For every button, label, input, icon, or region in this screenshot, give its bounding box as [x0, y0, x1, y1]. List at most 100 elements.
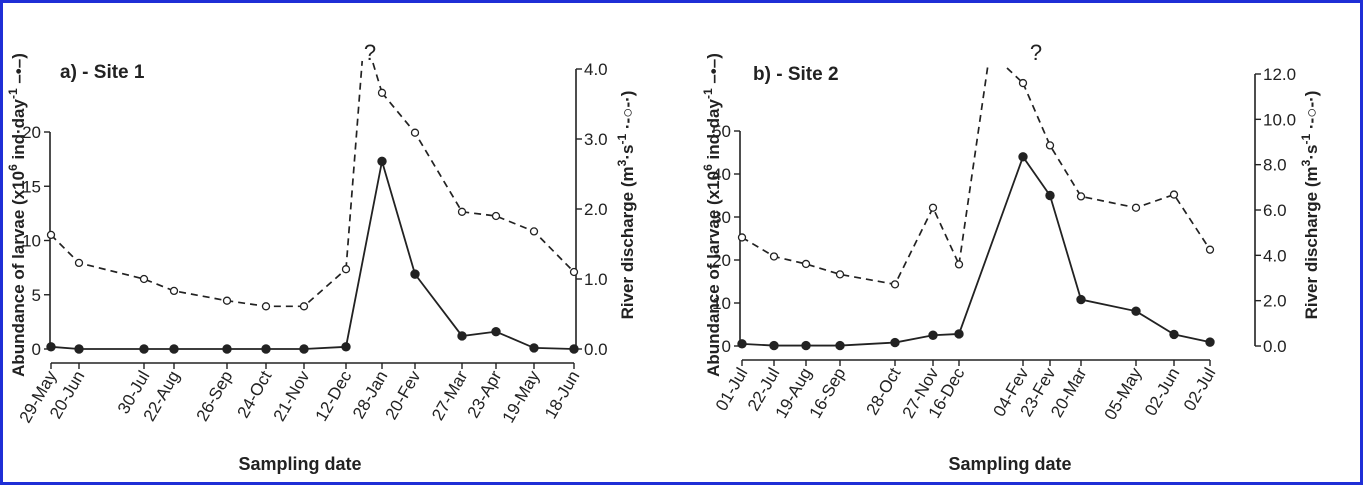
point-larvae [835, 340, 845, 351]
point-discharge [928, 203, 938, 212]
y-axis-label-right-part: 3 [1299, 159, 1313, 166]
series-line-discharge [958, 65, 989, 265]
y-axis-label-left-part: –•–) [704, 53, 723, 88]
point-larvae [1205, 337, 1215, 347]
point-larvae [569, 344, 579, 354]
series-line-discharge [50, 234, 347, 308]
point-discharge [169, 286, 179, 296]
point-discharge [1018, 78, 1028, 88]
point-larvae [261, 344, 271, 354]
point-larvae [1045, 190, 1055, 201]
point-larvae [737, 339, 747, 349]
point-larvae [890, 337, 900, 348]
point-larvae [222, 344, 232, 354]
point-discharge [529, 227, 539, 236]
y-tick-label-right: 8.0 [1263, 156, 1287, 175]
y-tick-label-right: 3.0 [584, 130, 608, 149]
x-tick-label: 27-Mar [428, 367, 472, 423]
y-tick-label-left: 0 [32, 340, 41, 359]
point-larvae [457, 331, 467, 341]
x-tick-label: 24-Oct [233, 367, 275, 421]
y-tick-label-left: 40 [712, 165, 731, 184]
y-axis-label-right: River discharge (m3·s-1 ·-○-·) [615, 91, 637, 320]
point-discharge [491, 211, 501, 221]
x-tick-label: 23-Apr [463, 367, 505, 421]
y-axis-label-left-part: ind·day [704, 99, 723, 165]
y-axis-label-right-part: -1 [1299, 134, 1313, 145]
point-discharge [801, 259, 811, 269]
y-tick-label-right: 10.0 [1263, 110, 1296, 129]
y-tick-label-left: 0 [722, 337, 731, 356]
point-larvae [139, 344, 149, 354]
y-axis-label-left-part: 6 [701, 164, 715, 171]
y-axis-label-left-part: -1 [701, 88, 715, 99]
y-axis-label-right-part: ·-○-·) [1302, 91, 1321, 134]
point-larvae [46, 342, 56, 352]
panel-label: a) - Site 1 [60, 62, 145, 83]
x-tick-label: 28-Oct [862, 364, 904, 418]
x-tick-label: 18-Jun [541, 368, 583, 423]
point-larvae [377, 156, 387, 166]
y-tick-label-right: 2.0 [584, 200, 608, 219]
series-line-larvae [50, 161, 575, 350]
y-tick-label-left: 30 [712, 208, 731, 227]
y-axis-label-left-part: ind·day [9, 99, 28, 165]
x-tick-label: 12-Dec [312, 367, 356, 424]
point-discharge [139, 274, 149, 284]
point-discharge [954, 260, 964, 269]
point-discharge [890, 280, 900, 289]
y-tick-label-right: 2.0 [1263, 292, 1287, 311]
y-tick-label-right: 6.0 [1263, 201, 1287, 220]
x-tick-label: 02-Jun [1141, 365, 1183, 420]
y-axis-label-left-part: Abundance of larvae (x10 [704, 171, 723, 377]
y-tick-label-right: 4.0 [1263, 246, 1287, 265]
point-discharge [261, 302, 271, 311]
panel-label: b) - Site 2 [753, 64, 839, 85]
point-larvae [1076, 294, 1086, 305]
annotation-question: ? [1030, 40, 1042, 65]
point-discharge [46, 230, 56, 240]
y-axis-label-left-part: 6 [6, 164, 20, 171]
point-larvae [928, 330, 938, 340]
y-axis-label-right-part: ·s [1302, 145, 1321, 160]
point-discharge [341, 265, 351, 274]
y-axis-label-right-part: -1 [615, 134, 629, 145]
y-tick-label-right: 1.0 [584, 270, 608, 289]
y-tick-label-left: 15 [22, 177, 41, 196]
point-larvae [1018, 152, 1028, 162]
point-discharge [74, 258, 84, 268]
y-axis-label-right-part: River discharge (m [618, 166, 637, 319]
y-axis-label-right-part: ·s [618, 145, 637, 160]
y-tick-label-right: 12.0 [1263, 65, 1296, 84]
point-discharge [299, 302, 309, 311]
y-axis-label-left-part: –•–) [9, 53, 28, 88]
point-larvae [410, 269, 420, 279]
x-tick-label: 26-Sep [193, 368, 237, 425]
point-larvae [1131, 306, 1141, 316]
y-axis-label-right: River discharge (m3·s-1 ·-○-·) [1299, 91, 1321, 320]
point-larvae [529, 343, 539, 353]
y-axis-label-left-part: -1 [6, 88, 20, 99]
y-axis-label-right-part: ·-○-·) [618, 91, 637, 134]
point-discharge [1076, 192, 1086, 201]
y-tick-label-right: 4.0 [584, 60, 608, 79]
point-discharge [1169, 190, 1179, 199]
series-line-discharge [741, 205, 960, 286]
y-axis-label-right-part: River discharge (m [1302, 166, 1321, 319]
point-discharge [1045, 141, 1055, 150]
point-discharge [737, 233, 747, 242]
x-axis-label: Sampling date [948, 454, 1071, 474]
y-axis-label-left-part: Abundance of larvae (x10 [9, 171, 28, 377]
y-tick-label-right: 0.0 [584, 340, 608, 359]
series-line-discharge [1022, 82, 1211, 251]
point-discharge [835, 270, 845, 279]
point-larvae [801, 340, 811, 351]
point-larvae [769, 340, 779, 351]
point-discharge [1205, 245, 1215, 254]
point-discharge [377, 88, 387, 97]
point-larvae [299, 344, 309, 354]
y-tick-label-left: 20 [22, 123, 41, 142]
point-discharge [769, 252, 779, 261]
point-larvae [954, 329, 964, 339]
